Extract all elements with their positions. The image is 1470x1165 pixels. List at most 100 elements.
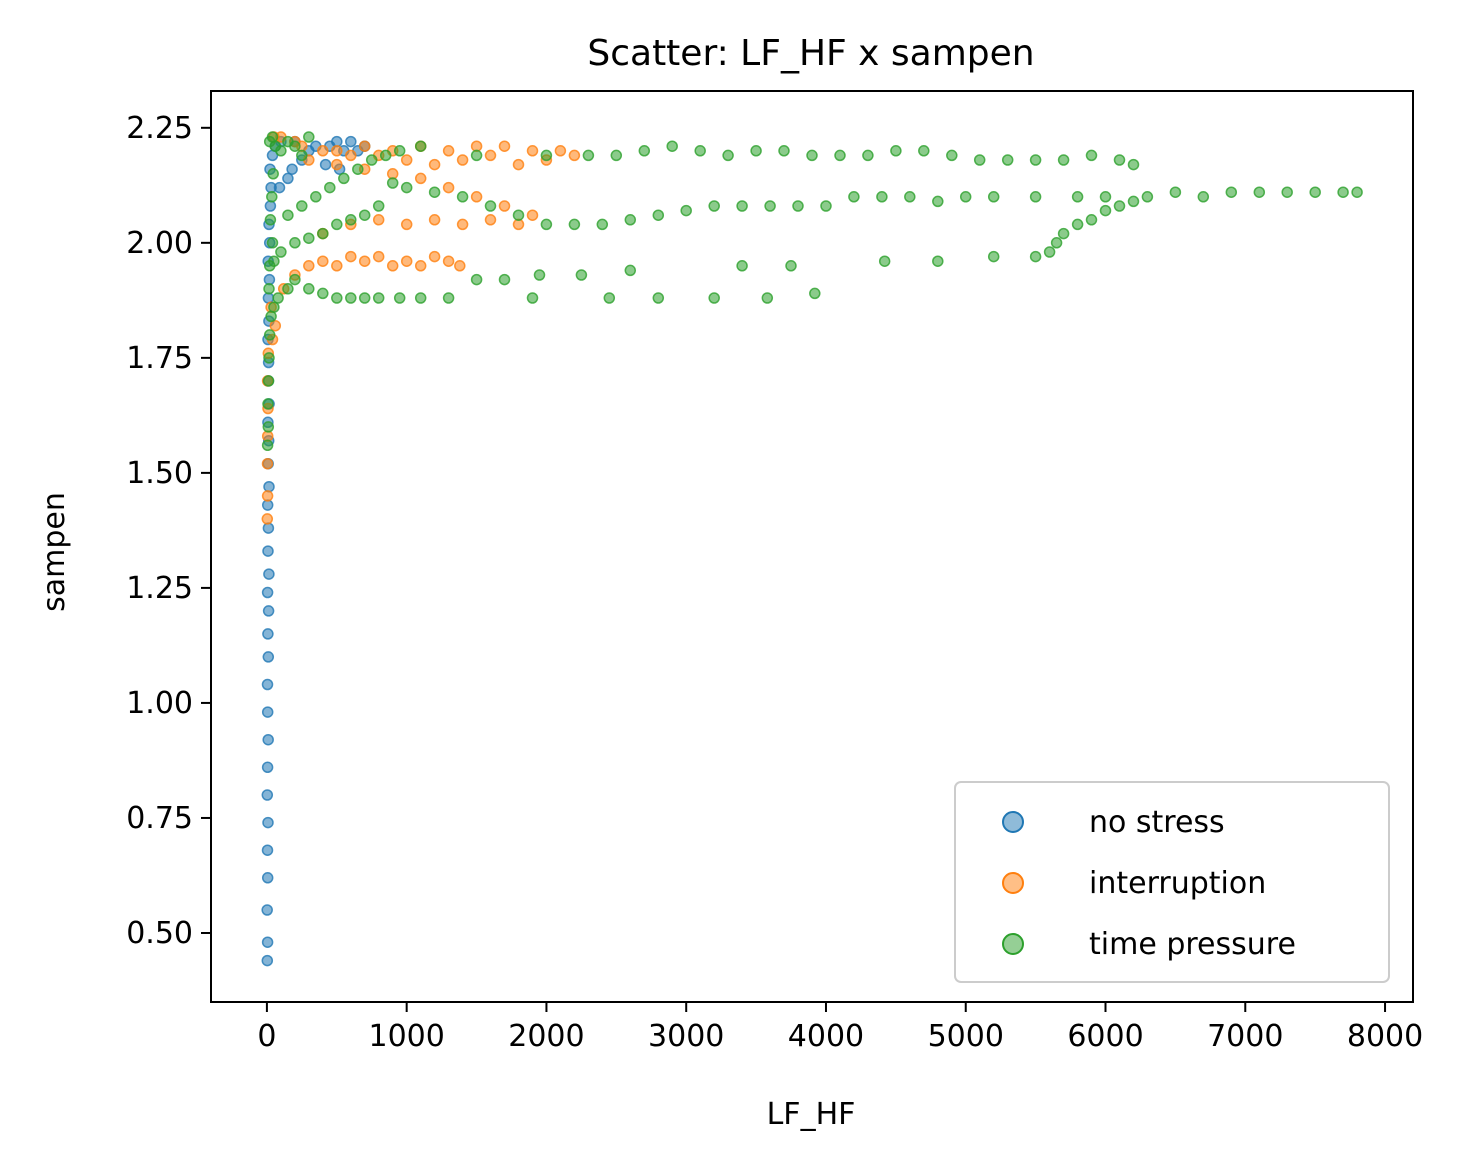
data-point-interruption xyxy=(331,158,343,171)
data-point-time-pressure xyxy=(1141,191,1154,203)
data-point-time-pressure xyxy=(540,149,553,162)
x-tick-label: 5000 xyxy=(928,1019,1004,1054)
data-point-time-pressure xyxy=(345,292,357,304)
data-point-time-pressure xyxy=(1337,186,1349,198)
data-point-time-pressure xyxy=(1029,154,1042,166)
data-point-no-stress xyxy=(261,761,274,774)
data-point-time-pressure xyxy=(736,260,748,272)
data-point-interruption xyxy=(331,260,343,272)
data-point-no-stress xyxy=(262,816,274,829)
data-point-time-pressure xyxy=(1043,246,1056,258)
data-point-time-pressure xyxy=(1351,186,1363,198)
x-axis-ticks: 0 1000 2000 3000 4000 5000 6000 7000 8000 xyxy=(257,1002,1423,1054)
data-point-time-pressure xyxy=(987,250,1000,263)
data-point-no-stress xyxy=(262,522,275,534)
data-point-time-pressure xyxy=(862,149,874,162)
data-point-time-pressure xyxy=(414,140,427,152)
data-point-interruption xyxy=(261,457,274,470)
data-point-interruption xyxy=(428,214,441,226)
data-point-time-pressure xyxy=(296,149,308,162)
series-time-pressure xyxy=(261,131,1363,452)
data-point-time-pressure xyxy=(680,204,692,217)
data-point-time-pressure xyxy=(282,209,294,221)
data-point-time-pressure xyxy=(750,145,762,157)
data-point-interruption xyxy=(269,319,282,332)
data-point-time-pressure xyxy=(764,200,776,212)
data-point-interruption xyxy=(261,513,274,525)
data-point-time-pressure xyxy=(1050,237,1063,249)
data-point-time-pressure xyxy=(317,227,329,240)
data-point-time-pressure xyxy=(638,145,651,157)
data-point-time-pressure xyxy=(365,154,378,166)
data-point-interruption xyxy=(414,172,427,185)
data-point-time-pressure xyxy=(596,218,609,231)
data-point-time-pressure xyxy=(932,255,944,267)
data-point-time-pressure xyxy=(428,186,441,198)
data-point-time-pressure xyxy=(1029,191,1042,203)
data-point-time-pressure xyxy=(652,292,665,304)
data-point-time-pressure xyxy=(946,149,958,162)
data-point-no-stress xyxy=(261,872,274,884)
data-point-interruption xyxy=(317,145,329,157)
data-point-time-pressure xyxy=(470,273,483,286)
data-point-time-pressure xyxy=(806,149,818,162)
data-point-no-stress xyxy=(262,733,274,746)
legend-box xyxy=(954,781,1390,983)
y-tick-label: 0.50 xyxy=(126,916,193,951)
data-point-time-pressure xyxy=(708,292,720,304)
data-point-time-pressure xyxy=(1057,227,1070,240)
data-point-time-pressure xyxy=(414,292,427,304)
y-tick-label: 2.25 xyxy=(126,111,193,146)
data-point-time-pressure xyxy=(345,214,357,226)
data-point-no-stress xyxy=(282,172,294,185)
data-point-no-stress xyxy=(319,158,332,171)
data-point-time-pressure xyxy=(393,145,406,157)
data-point-interruption xyxy=(358,140,371,152)
x-tick-label: 6000 xyxy=(1067,1019,1143,1054)
data-point-interruption xyxy=(484,214,497,226)
data-point-time-pressure xyxy=(289,273,301,286)
data-point-time-pressure xyxy=(1001,154,1014,166)
data-point-no-stress xyxy=(261,954,274,967)
data-point-interruption xyxy=(498,140,511,152)
x-tick-label: 3000 xyxy=(648,1019,724,1054)
legend-marker-no-stress xyxy=(1002,811,1024,833)
data-point-interruption xyxy=(358,255,371,267)
data-point-interruption xyxy=(414,260,427,272)
data-point-time-pressure xyxy=(1281,186,1293,198)
data-point-time-pressure xyxy=(267,168,279,180)
data-point-time-pressure xyxy=(372,292,385,304)
y-tick-label: 1.50 xyxy=(126,456,193,491)
data-point-time-pressure xyxy=(1099,204,1112,217)
data-point-time-pressure xyxy=(1225,186,1238,198)
data-point-time-pressure xyxy=(272,292,284,304)
data-point-time-pressure xyxy=(820,200,832,212)
data-point-time-pressure xyxy=(1029,250,1042,263)
y-tick-label: 1.75 xyxy=(126,341,193,376)
data-point-interruption xyxy=(400,218,413,231)
data-point-time-pressure xyxy=(303,131,315,143)
data-point-time-pressure xyxy=(785,260,797,272)
data-point-time-pressure xyxy=(263,352,275,364)
data-point-time-pressure xyxy=(694,145,706,157)
data-point-interruption xyxy=(345,250,357,263)
data-point-time-pressure xyxy=(512,209,525,221)
data-point-time-pressure xyxy=(932,195,944,208)
data-point-time-pressure xyxy=(303,232,315,244)
data-point-time-pressure xyxy=(1127,158,1140,171)
data-point-time-pressure xyxy=(266,237,279,249)
data-point-interruption xyxy=(428,158,441,171)
data-point-interruption xyxy=(512,158,525,171)
data-point-time-pressure xyxy=(331,292,343,304)
legend: no stress interruption time pressure xyxy=(954,781,1390,983)
data-point-time-pressure xyxy=(262,375,275,387)
data-point-time-pressure xyxy=(1169,186,1182,198)
data-point-time-pressure xyxy=(1071,218,1084,231)
data-point-interruption xyxy=(454,260,466,272)
data-point-time-pressure xyxy=(268,301,280,313)
data-point-time-pressure xyxy=(358,292,371,304)
x-tick-label: 8000 xyxy=(1347,1019,1423,1054)
y-axis-label: sampen xyxy=(37,492,72,612)
data-point-time-pressure xyxy=(624,214,637,226)
